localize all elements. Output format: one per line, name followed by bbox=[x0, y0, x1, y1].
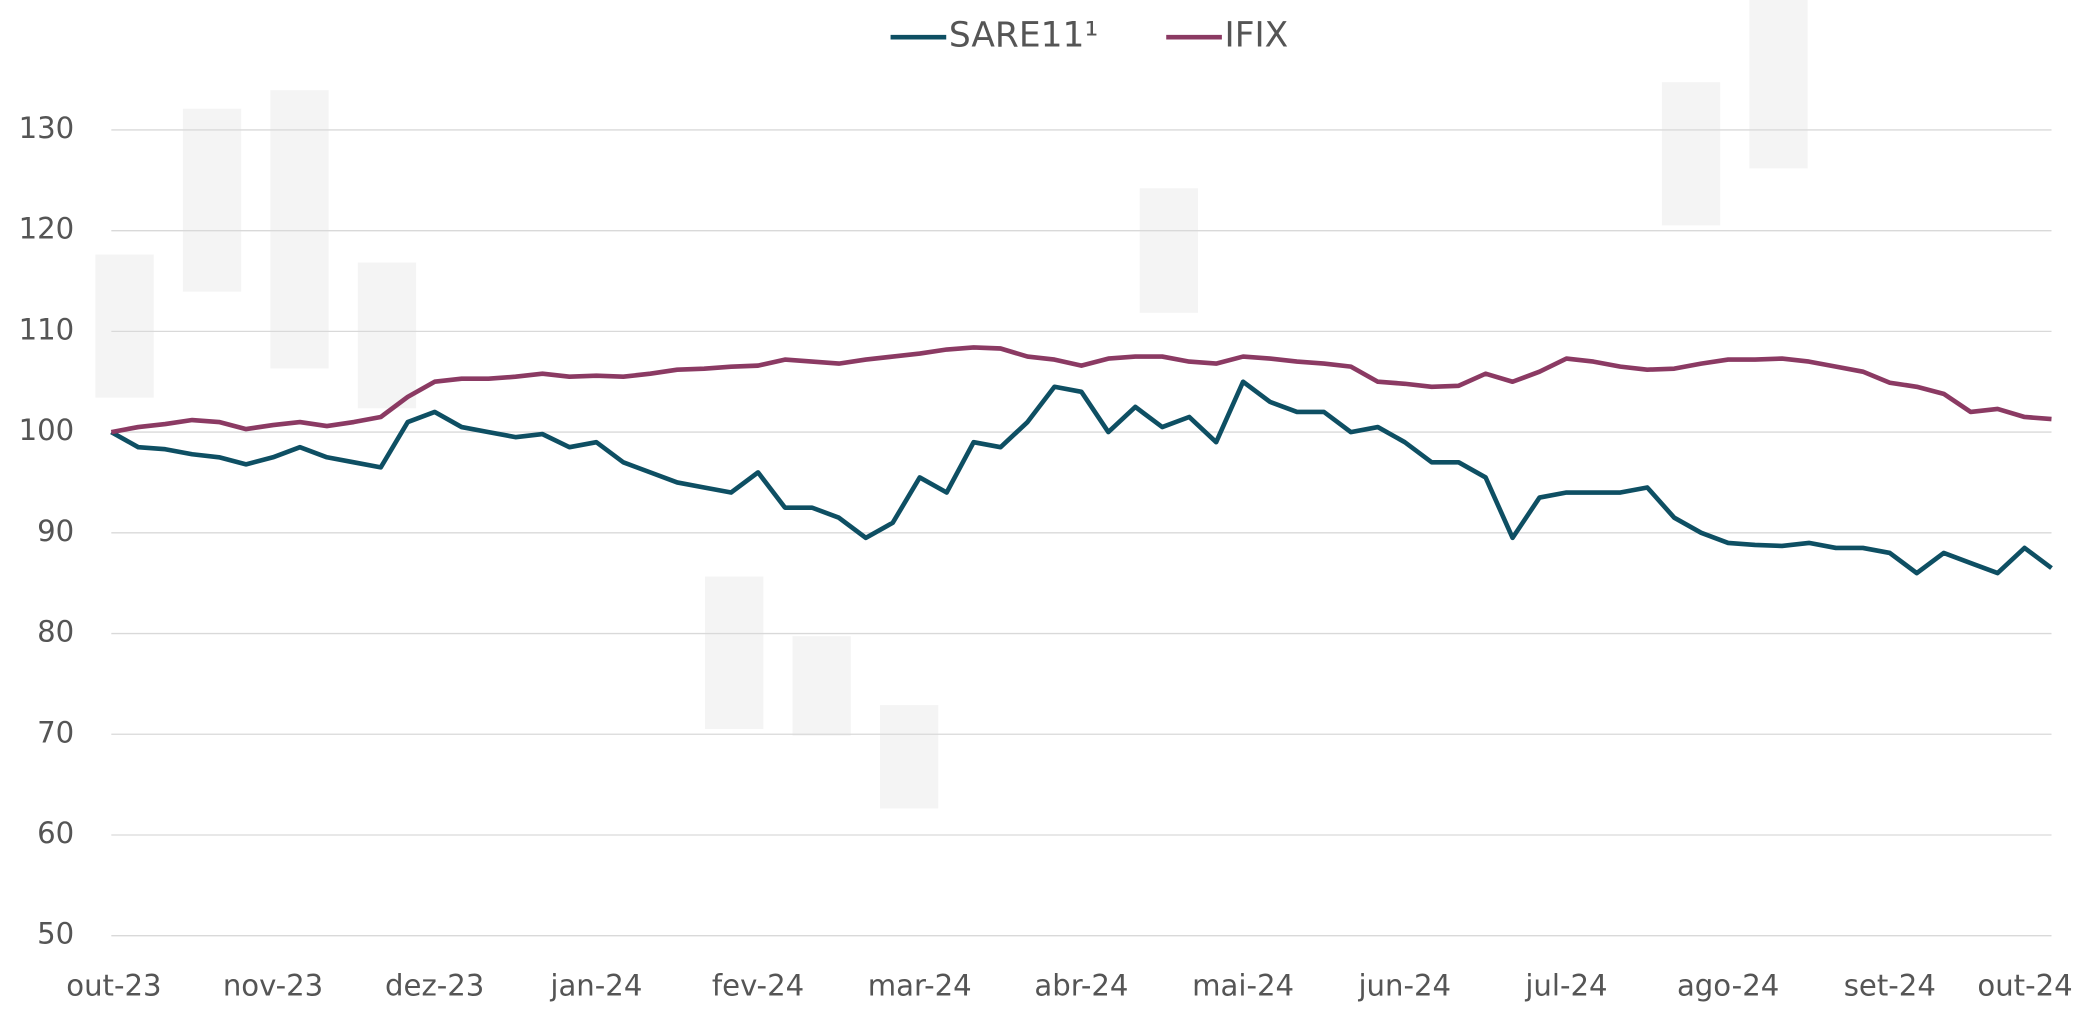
x-tick-label: fev-24 bbox=[712, 968, 804, 1002]
x-tick-label: abr-24 bbox=[1034, 968, 1128, 1002]
y-tick-label: 110 bbox=[19, 312, 75, 346]
y-tick-label: 80 bbox=[37, 615, 74, 649]
y-tick-label: 90 bbox=[37, 514, 74, 548]
series-line bbox=[110, 345, 2052, 435]
x-tick-label: jun-24 bbox=[1357, 968, 1451, 1002]
x-tick-label: set-24 bbox=[1844, 968, 1936, 1002]
legend-label: IFIX bbox=[1225, 16, 1289, 56]
x-tick-label: out-23 bbox=[66, 968, 161, 1002]
series-line bbox=[110, 379, 2053, 576]
x-tick-label: ago-24 bbox=[1677, 968, 1779, 1002]
y-tick-label: 120 bbox=[19, 212, 75, 246]
x-tick-label: nov-23 bbox=[223, 968, 323, 1002]
x-tick-label: jul-24 bbox=[1524, 968, 1607, 1002]
y-tick-label: 130 bbox=[19, 111, 75, 145]
y-tick-label: 60 bbox=[37, 816, 74, 850]
background-decoration bbox=[95, 0, 1808, 809]
y-tick-label: 100 bbox=[19, 413, 75, 447]
x-tick-label: mai-24 bbox=[1192, 968, 1294, 1002]
x-tick-label: dez-23 bbox=[385, 968, 484, 1002]
x-tick-label: mar-24 bbox=[868, 968, 972, 1002]
x-tick-label: jan-24 bbox=[549, 968, 642, 1002]
y-tick-label: 70 bbox=[37, 715, 74, 749]
legend-label: SARE11¹ bbox=[949, 16, 1098, 56]
y-tick-label: 50 bbox=[37, 917, 74, 951]
x-tick-label: out-24 bbox=[1977, 968, 2072, 1002]
